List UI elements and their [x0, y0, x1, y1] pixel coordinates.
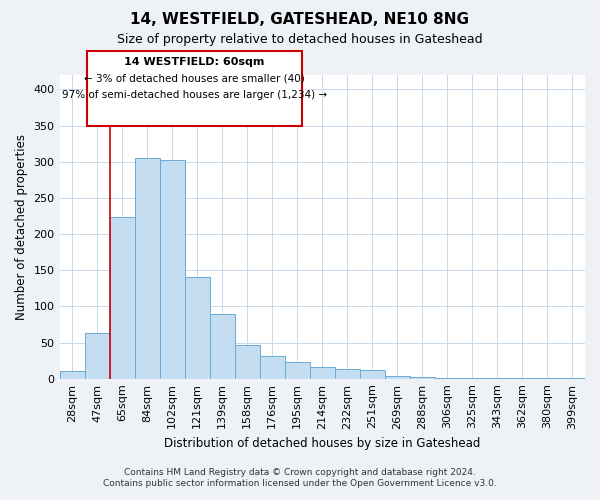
Text: 14, WESTFIELD, GATESHEAD, NE10 8NG: 14, WESTFIELD, GATESHEAD, NE10 8NG: [131, 12, 470, 28]
X-axis label: Distribution of detached houses by size in Gateshead: Distribution of detached houses by size …: [164, 437, 481, 450]
Text: 97% of semi-detached houses are larger (1,234) →: 97% of semi-detached houses are larger (…: [62, 90, 327, 100]
Y-axis label: Number of detached properties: Number of detached properties: [15, 134, 28, 320]
Bar: [310, 367, 335, 378]
Bar: [85, 333, 110, 378]
FancyBboxPatch shape: [87, 50, 302, 126]
Bar: [185, 278, 209, 378]
Text: 14 WESTFIELD: 60sqm: 14 WESTFIELD: 60sqm: [124, 57, 265, 67]
Bar: [160, 160, 185, 378]
Bar: [335, 368, 360, 378]
Bar: [260, 356, 285, 378]
Bar: [110, 218, 134, 378]
Bar: [235, 344, 260, 378]
Text: Contains HM Land Registry data © Crown copyright and database right 2024.
Contai: Contains HM Land Registry data © Crown c…: [103, 468, 497, 487]
Bar: [360, 370, 385, 378]
Text: Size of property relative to detached houses in Gateshead: Size of property relative to detached ho…: [117, 32, 483, 46]
Bar: [59, 372, 85, 378]
Text: ← 3% of detached houses are smaller (40): ← 3% of detached houses are smaller (40): [84, 74, 305, 84]
Bar: [285, 362, 310, 378]
Bar: [134, 158, 160, 378]
Bar: [410, 377, 435, 378]
Bar: [385, 376, 410, 378]
Bar: [209, 314, 235, 378]
